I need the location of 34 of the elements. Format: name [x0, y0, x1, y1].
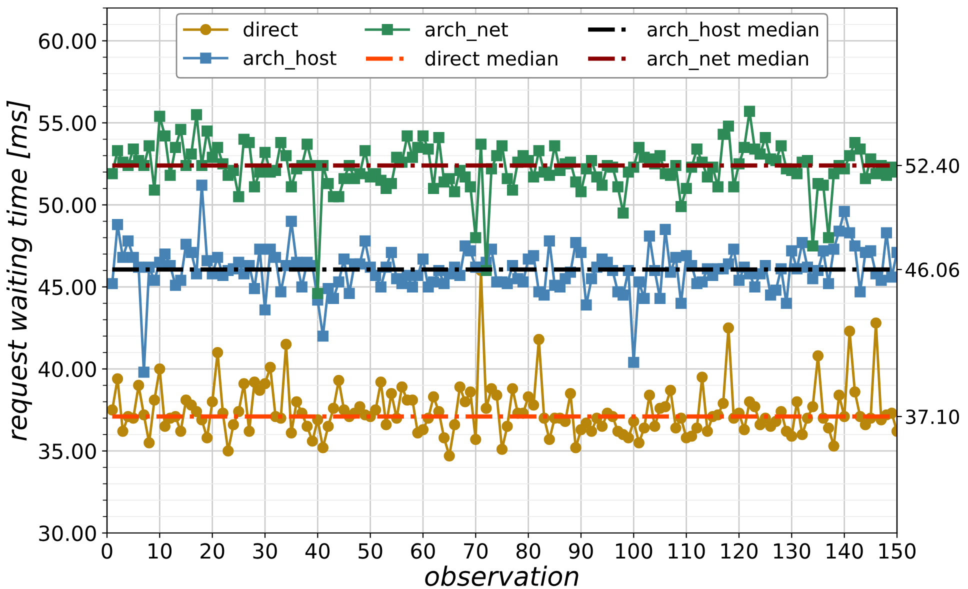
x-tick-label: 70: [464, 543, 488, 559]
x-tick-label: 140: [826, 543, 863, 559]
y-tick-label: 60.00: [39, 33, 96, 50]
legend-label: arch_net: [425, 22, 508, 41]
x-tick-label: 120: [721, 543, 758, 559]
x-tick-label: 0: [102, 543, 112, 559]
legend-label: arch_host: [244, 50, 336, 70]
legend-label: direct: [244, 22, 298, 37]
y-tick-label: 45.00: [38, 279, 96, 296]
x-tick-label: 100: [616, 543, 652, 559]
x-tick-label: 30: [253, 543, 277, 559]
legend-label: arch_host median: [648, 22, 818, 41]
y-tick-label: 50.00: [39, 197, 96, 214]
x-tick-label: 110: [668, 543, 705, 559]
x-tick-label: 50: [358, 543, 382, 559]
y2-tick-label: 37.10: [906, 409, 960, 424]
y2-tick-label: 52.40: [906, 158, 960, 174]
x-tick-label: 40: [305, 543, 330, 559]
x-tick-label: 150: [879, 543, 916, 559]
y-axis-title: request waiting time [ms]: [6, 100, 32, 441]
x-tick-label: 60: [411, 543, 435, 559]
x-tick-label: 20: [200, 543, 224, 559]
y-tick-label: 55.00: [39, 115, 96, 132]
y2-tick-label: 46.06: [906, 262, 960, 278]
x-tick-label: 90: [569, 543, 593, 559]
x-tick-label: 130: [774, 543, 810, 559]
y-tick-label: 35.00: [39, 443, 96, 460]
y-tick-label: 30.00: [39, 525, 96, 542]
x-axis-title: observation: [425, 566, 578, 586]
x-tick-label: 10: [148, 543, 172, 559]
legend-label: arch_net median: [648, 50, 808, 70]
x-tick-label: 80: [516, 543, 540, 559]
legend-label: direct median: [425, 50, 558, 66]
y-tick-label: 40.00: [38, 361, 96, 378]
